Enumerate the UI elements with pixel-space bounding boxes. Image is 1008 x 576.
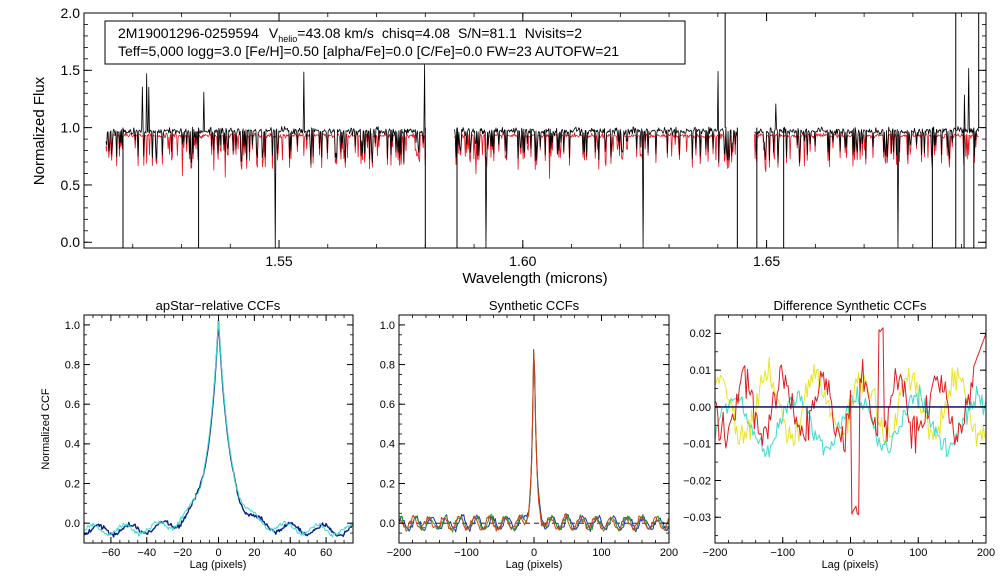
v-helio-value: =43.08 km/s — [297, 25, 374, 41]
v-subscript: helio — [278, 34, 297, 44]
spectrum-panel: 1.55 1.60 1.65 0.0 0.5 1.0 1.5 2.0 2M19001296-0… — [31, 5, 987, 287]
y-tick-label: 0.2 — [380, 478, 395, 490]
y-tick-label: −0.01 — [683, 439, 711, 451]
x-tick-label: −200 — [703, 547, 728, 559]
star-id: 2M19001296-0259594 — [118, 25, 259, 41]
y-tick-label: 0.0 — [65, 518, 80, 530]
x-tick-label: 1.55 — [265, 253, 292, 269]
x-tick-label: 200 — [977, 547, 995, 559]
y-tick-label: 0.4 — [65, 439, 80, 451]
y-tick-label: 0.01 — [690, 365, 711, 377]
y-tick-label: 0.00 — [690, 402, 711, 414]
sn-value: S/N=81.1 — [458, 25, 517, 41]
nvisits-value: Nvisits=2 — [525, 25, 582, 41]
y-tick-label: 0.0 — [380, 518, 395, 530]
synthetic-ccf-line-3 — [398, 349, 669, 532]
apstar-ccf-xlabel: Lag (pixels) — [190, 559, 247, 571]
difference-ccf-title: Difference Synthetic CCFs — [774, 298, 927, 313]
difference-ccf-panel: −200 −100 0 100 200 −0.03 −0.02 −0.01 0.00 0.01 0.… — [683, 298, 995, 571]
spectrum-frame — [83, 12, 987, 249]
y-tick-label: 0.6 — [65, 399, 80, 411]
y-tick-label: 0.6 — [380, 399, 395, 411]
x-tick-label: 0 — [847, 547, 853, 559]
x-tick-label: −60 — [102, 547, 121, 559]
x-tick-label: −200 — [387, 547, 412, 559]
y-tick-label: 0.4 — [380, 439, 395, 451]
x-tick-label: 60 — [320, 547, 332, 559]
y-tick-label: −0.02 — [683, 475, 711, 487]
y-tick-label: 0.8 — [380, 359, 395, 371]
x-tick-label: −40 — [137, 547, 156, 559]
x-tick-label: 200 — [660, 547, 678, 559]
info-box — [104, 20, 686, 65]
apstar-ccf-ylabel: Normalized CCF — [40, 388, 52, 470]
x-tick-label: −100 — [770, 547, 795, 559]
x-tick-label: 1.65 — [753, 253, 780, 269]
y-tick-label: 0.5 — [61, 177, 81, 193]
diff-red-line — [714, 327, 987, 515]
x-tick-label: −100 — [454, 547, 479, 559]
y-tick-label: 1.0 — [65, 320, 80, 332]
x-tick-label: 20 — [248, 547, 260, 559]
x-tick-label: 100 — [909, 547, 927, 559]
synthetic-ccf-panel: −200 −100 0 100 200 0.0 0.2 0.4 0.6 0.8 1.0 Synthe… — [380, 298, 678, 571]
observed-spectrum-line — [105, 64, 426, 249]
apstar-ccf-panel: −60 −40 −20 0 20 40 60 0.0 0.2 0.4 0.6 0.8 1.0 apSta… — [40, 298, 354, 571]
observed-spectrum-line — [754, 68, 980, 249]
y-tick-label: 2.0 — [61, 5, 81, 21]
x-tick-label: 40 — [284, 547, 296, 559]
observed-spectrum-line — [454, 70, 738, 249]
y-tick-label: 0.8 — [65, 359, 80, 371]
chisq-value: chisq=4.08 — [382, 25, 450, 41]
apstar-ccf-title: apStar−relative CCFs — [156, 298, 281, 313]
synthetic-ccf-title: Synthetic CCFs — [489, 298, 580, 313]
info-line-2: Teff=5,000 logg=3.0 [Fe/H]=0.50 [alpha/F… — [118, 43, 619, 59]
v-label: V — [269, 25, 279, 41]
spectrum-xlabel: Wavelength (microns) — [462, 270, 607, 287]
y-tick-label: 1.5 — [61, 62, 81, 78]
y-tick-label: 0.02 — [690, 328, 711, 340]
difference-ccf-xlabel: Lag (pixels) — [822, 559, 879, 571]
info-line-1: 2M19001296-0259594 Vhelio=43.08 km/s chisq… — [118, 25, 582, 44]
y-tick-label: 0.0 — [61, 234, 81, 250]
x-tick-label: 0 — [215, 547, 221, 559]
x-tick-label: 0 — [531, 547, 537, 559]
synthetic-ccf-xlabel: Lag (pixels) — [506, 559, 563, 571]
y-tick-label: −0.03 — [683, 512, 711, 524]
x-tick-label: −20 — [173, 547, 192, 559]
spectrum-ylabel: Normalized Flux — [31, 76, 48, 185]
y-tick-label: 1.0 — [61, 120, 81, 136]
x-tick-label: 100 — [592, 547, 610, 559]
y-tick-label: 0.2 — [65, 478, 80, 490]
x-tick-label: 1.60 — [509, 253, 536, 269]
y-tick-label: 1.0 — [380, 320, 395, 332]
